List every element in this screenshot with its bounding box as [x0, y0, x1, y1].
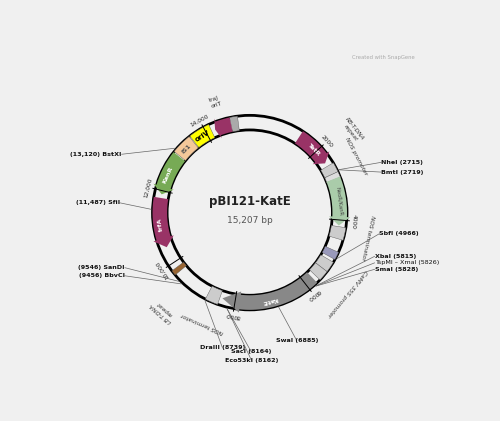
- Polygon shape: [214, 117, 232, 139]
- Text: traJ
oriT: traJ oriT: [208, 95, 222, 109]
- Text: 10,000: 10,000: [155, 260, 170, 280]
- Text: LB T-DNA
repeat: LB T-DNA repeat: [150, 298, 176, 324]
- Text: NOS terminator: NOS terminator: [360, 215, 375, 261]
- Text: IS1: IS1: [180, 143, 192, 155]
- Text: 6000: 6000: [306, 288, 322, 301]
- Text: 4000: 4000: [350, 213, 357, 229]
- Text: 14,000: 14,000: [190, 114, 210, 128]
- Text: NOS terminator: NOS terminator: [180, 312, 224, 335]
- Text: SacI (8164): SacI (8164): [231, 349, 272, 354]
- Polygon shape: [310, 263, 327, 280]
- Text: Eco53kI (8162): Eco53kI (8162): [224, 357, 278, 362]
- Text: NeoR/KanR: NeoR/KanR: [334, 187, 344, 216]
- Text: (13,120) BstXI: (13,120) BstXI: [70, 152, 122, 157]
- Text: KanR: KanR: [162, 165, 174, 184]
- Text: KatE: KatE: [262, 296, 278, 304]
- Text: (9456) BbvCI: (9456) BbvCI: [79, 273, 125, 278]
- Text: oriV: oriV: [194, 129, 211, 143]
- Text: SwaI (6885): SwaI (6885): [276, 338, 318, 343]
- Text: 2000: 2000: [320, 135, 334, 149]
- Polygon shape: [322, 246, 338, 259]
- Text: 12,000: 12,000: [144, 177, 154, 198]
- Text: TspMI – XmaI (5826): TspMI – XmaI (5826): [374, 260, 439, 265]
- Polygon shape: [206, 286, 222, 304]
- Polygon shape: [152, 197, 174, 247]
- Text: TetR: TetR: [306, 142, 320, 156]
- Text: CaMV 35S promoter: CaMV 35S promoter: [326, 269, 368, 318]
- Polygon shape: [316, 255, 334, 272]
- Text: Created with SnapGene: Created with SnapGene: [352, 56, 415, 60]
- Text: 8000: 8000: [225, 312, 240, 319]
- Text: 15,207 bp: 15,207 bp: [227, 216, 272, 225]
- Text: trfA: trfA: [157, 217, 164, 231]
- Polygon shape: [190, 125, 215, 147]
- Text: SmaI (5828): SmaI (5828): [374, 267, 418, 272]
- Text: BmtI (2719): BmtI (2719): [381, 170, 424, 175]
- Polygon shape: [172, 262, 186, 275]
- Polygon shape: [230, 116, 239, 132]
- Polygon shape: [326, 176, 350, 226]
- Polygon shape: [154, 152, 185, 195]
- Polygon shape: [329, 226, 346, 240]
- Text: RB-T-DNA
repeat: RB-T-DNA repeat: [340, 117, 365, 145]
- Polygon shape: [174, 136, 199, 161]
- Text: NOS promoter: NOS promoter: [344, 136, 368, 176]
- Polygon shape: [295, 131, 330, 164]
- Text: NheI (2715): NheI (2715): [381, 160, 423, 165]
- Polygon shape: [222, 272, 317, 312]
- Text: XbaI (5815): XbaI (5815): [374, 254, 416, 259]
- Text: pBI121-KatE: pBI121-KatE: [209, 195, 290, 208]
- Text: (11,487) SfiI: (11,487) SfiI: [76, 200, 120, 205]
- Text: SbfI (4966): SbfI (4966): [380, 231, 419, 236]
- Polygon shape: [324, 172, 340, 183]
- Polygon shape: [321, 163, 338, 178]
- Text: DraIII (8739): DraIII (8739): [200, 345, 245, 349]
- Text: (9546) SanDI: (9546) SanDI: [78, 265, 125, 270]
